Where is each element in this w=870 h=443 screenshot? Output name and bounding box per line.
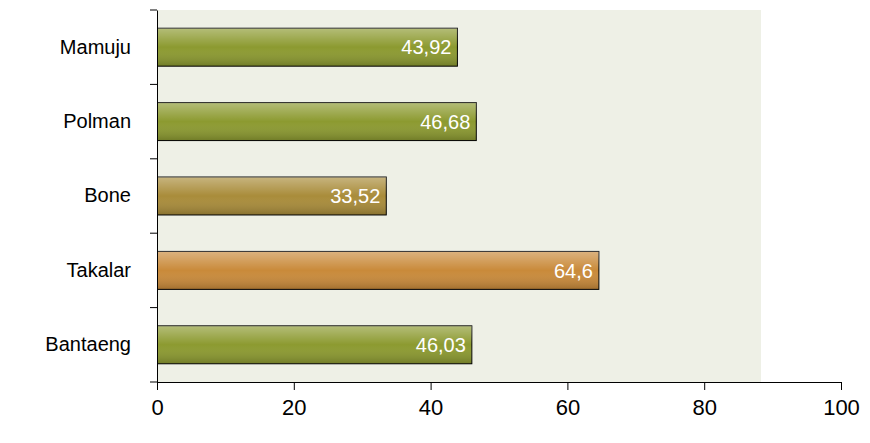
bar (157, 28, 457, 66)
chart: 0 20 40 60 80 100 Mamuju Polman Bone Takalar Banta… (0, 0, 870, 443)
bar-shine (157, 28, 457, 66)
bar-shine (157, 103, 476, 141)
y-tick: Polman (63, 110, 157, 132)
category-divider (150, 233, 157, 234)
y-tick-label: Takalar (67, 259, 132, 281)
y-tick-label: Polman (63, 110, 131, 132)
plot-background (157, 10, 761, 382)
x-tick-label: 80 (692, 395, 716, 420)
x-tick-label: 0 (151, 395, 163, 420)
x-axis: 0 20 40 60 80 100 (151, 382, 859, 420)
y-tick: Mamuju (60, 36, 157, 58)
x-tick-label: 60 (556, 395, 580, 420)
data-label: 43,92 (401, 36, 451, 58)
bar-shine (157, 177, 386, 215)
x-tick-mark (431, 382, 432, 390)
data-label: 64,6 (554, 260, 593, 282)
data-labels: 43,92 46,68 33,52 64,6 46,03 (330, 36, 593, 356)
bar (157, 251, 599, 289)
x-tick: 40 (419, 382, 443, 420)
bar (157, 103, 476, 141)
y-tick: Bantaeng (45, 333, 157, 355)
bars (157, 28, 599, 364)
x-tick: 80 (692, 382, 716, 420)
x-tick-label: 20 (282, 395, 306, 420)
x-tick-label: 100 (823, 395, 860, 420)
data-label: 33,52 (330, 185, 380, 207)
category-divider (150, 84, 157, 85)
data-label: 46,68 (420, 111, 470, 133)
x-tick-mark (567, 382, 568, 390)
category-divider (150, 10, 157, 11)
y-tick-label: Bone (84, 184, 131, 206)
x-axis-line (158, 382, 842, 383)
x-tick-mark (704, 382, 705, 390)
x-tick: 20 (282, 382, 306, 420)
x-tick-label: 40 (419, 395, 443, 420)
x-tick-mark (157, 382, 158, 390)
y-tick-label: Bantaeng (45, 333, 131, 355)
category-divider (150, 307, 157, 308)
y-tick-label: Mamuju (60, 36, 131, 58)
bar (157, 177, 386, 215)
bar-shine (157, 251, 599, 289)
x-tick: 100 (823, 382, 860, 420)
x-tick-mark (294, 382, 295, 390)
y-tick: Takalar (67, 259, 157, 281)
bar-shine (157, 326, 472, 364)
y-tick: Bone (84, 184, 157, 206)
bar (157, 326, 472, 364)
y-axis: Mamuju Polman Bone Takalar Bantaeng (45, 11, 157, 383)
x-tick: 0 (151, 382, 163, 420)
data-label: 46,03 (416, 334, 466, 356)
x-tick: 60 (556, 382, 580, 420)
y-axis-line (157, 11, 158, 383)
category-divider (150, 158, 157, 159)
x-tick-mark (841, 382, 842, 390)
category-divider (150, 382, 157, 383)
